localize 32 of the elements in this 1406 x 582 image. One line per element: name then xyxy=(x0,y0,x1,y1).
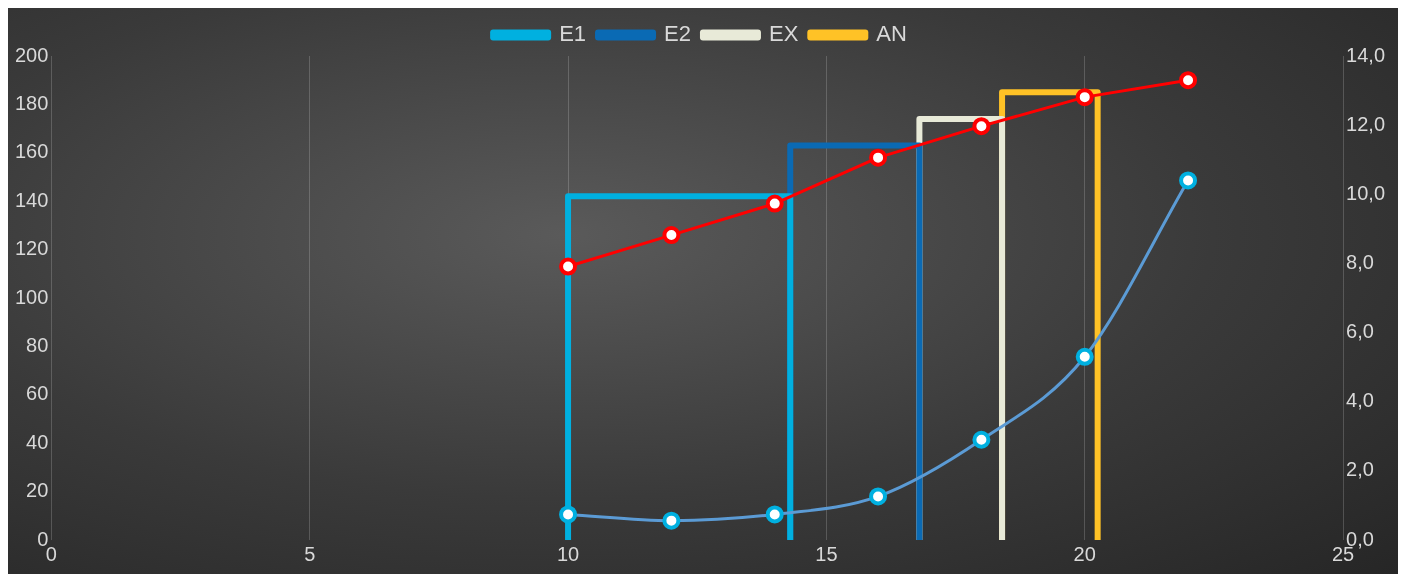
x-tick-label: 10 xyxy=(556,542,580,565)
y2-tick-label: 8,0 xyxy=(1346,250,1374,273)
y-tick-label: 160 xyxy=(14,140,49,163)
point xyxy=(559,257,578,276)
y-tick-label: 80 xyxy=(26,333,49,356)
x-tick-label: 5 xyxy=(304,542,316,565)
point xyxy=(1075,88,1094,107)
x-tick-label: 20 xyxy=(1073,542,1096,565)
y2-tick-label: 4,0 xyxy=(1346,389,1374,412)
y-tick-label: 20 xyxy=(26,479,49,502)
y-tick-label: 60 xyxy=(26,382,49,405)
y-tick-label: 180 xyxy=(14,91,49,114)
legend-label: AN xyxy=(876,21,907,47)
y2-tick-label: 14,0 xyxy=(1346,43,1386,66)
y-tick-label: 100 xyxy=(14,285,49,308)
point xyxy=(662,226,681,245)
y2-tick-label: 12,0 xyxy=(1346,112,1386,135)
y2-tick-label: 2,0 xyxy=(1346,458,1374,481)
point xyxy=(972,117,991,136)
legend-label: EX xyxy=(768,21,799,47)
y-tick-label: 40 xyxy=(26,430,49,453)
y2-tick-label: 10,0 xyxy=(1346,181,1386,204)
legend-label: E1 xyxy=(559,21,587,47)
x-tick-label: 15 xyxy=(815,542,838,565)
point xyxy=(765,194,784,213)
y-tick-label: 120 xyxy=(14,237,49,260)
point xyxy=(869,148,888,167)
y-tick-label: 140 xyxy=(14,188,49,211)
y-tick-label: 200 xyxy=(14,43,49,66)
y2-tick-label: 6,0 xyxy=(1346,320,1374,343)
legend-label: E2 xyxy=(664,21,691,47)
point xyxy=(1179,71,1198,90)
